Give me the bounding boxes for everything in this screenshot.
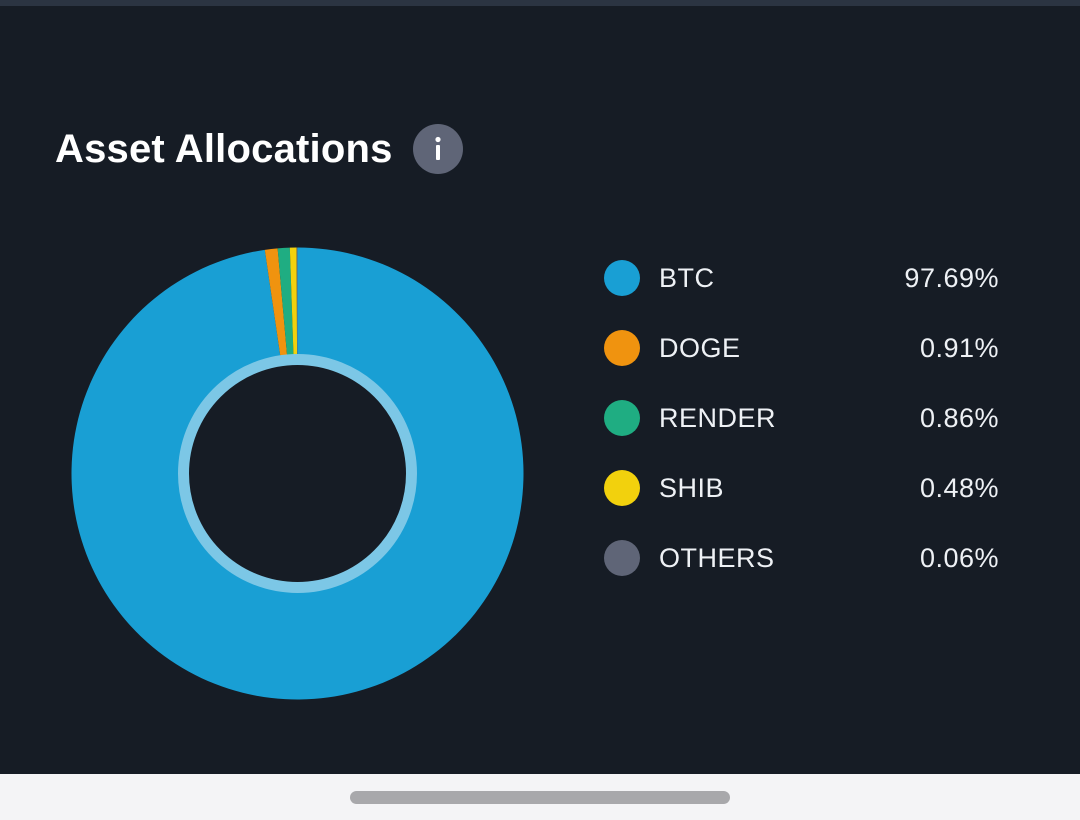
card-header: Asset Allocations <box>55 124 463 174</box>
legend-value-btc: 97.69% <box>904 262 999 293</box>
legend-value-render: 0.86% <box>919 402 999 433</box>
info-glyph <box>434 136 441 160</box>
legend-item-btc[interactable]: BTC 97.69% <box>604 243 999 313</box>
legend-dot-doge <box>604 330 640 366</box>
asset-allocations-card: Asset Allocations BTC 97.69% DOGE 0.91% REND… <box>0 6 1080 774</box>
allocation-donut-chart <box>71 247 524 700</box>
legend-label-btc: BTC <box>659 262 715 293</box>
home-indicator[interactable] <box>350 791 730 804</box>
allocation-legend: BTC 97.69% DOGE 0.91% RENDER 0.86% SHIB 0.48% OT… <box>604 243 999 593</box>
legend-label-render: RENDER <box>659 402 777 433</box>
legend-dot-shib <box>604 470 640 506</box>
legend-dot-others <box>604 540 640 576</box>
legend-value-others: 0.06% <box>919 542 999 573</box>
legend-dot-btc <box>604 260 640 296</box>
slice-others[interactable] <box>296 247 298 361</box>
top-divider <box>0 0 1080 6</box>
donut-hole <box>189 365 406 582</box>
legend-item-others[interactable]: OTHERS 0.06% <box>604 523 999 593</box>
system-bottom-bar <box>0 774 1080 820</box>
legend-value-shib: 0.48% <box>919 472 999 503</box>
legend-label-shib: SHIB <box>659 472 725 503</box>
slice-btc[interactable] <box>71 247 524 700</box>
slice-render[interactable] <box>277 247 294 361</box>
legend-dot-render <box>604 400 640 436</box>
card-title: Asset Allocations <box>55 126 393 171</box>
legend-value-doge: 0.91% <box>919 332 999 363</box>
slice-doge[interactable] <box>264 248 288 362</box>
legend-item-shib[interactable]: SHIB 0.48% <box>604 453 999 523</box>
legend-label-others: OTHERS <box>659 542 775 573</box>
info-icon[interactable] <box>412 124 463 174</box>
donut-inner-ring <box>178 354 417 593</box>
legend-item-render[interactable]: RENDER 0.86% <box>604 383 999 453</box>
slice-shib[interactable] <box>289 247 298 361</box>
legend-item-doge[interactable]: DOGE 0.91% <box>604 313 999 383</box>
legend-label-doge: DOGE <box>659 332 741 363</box>
